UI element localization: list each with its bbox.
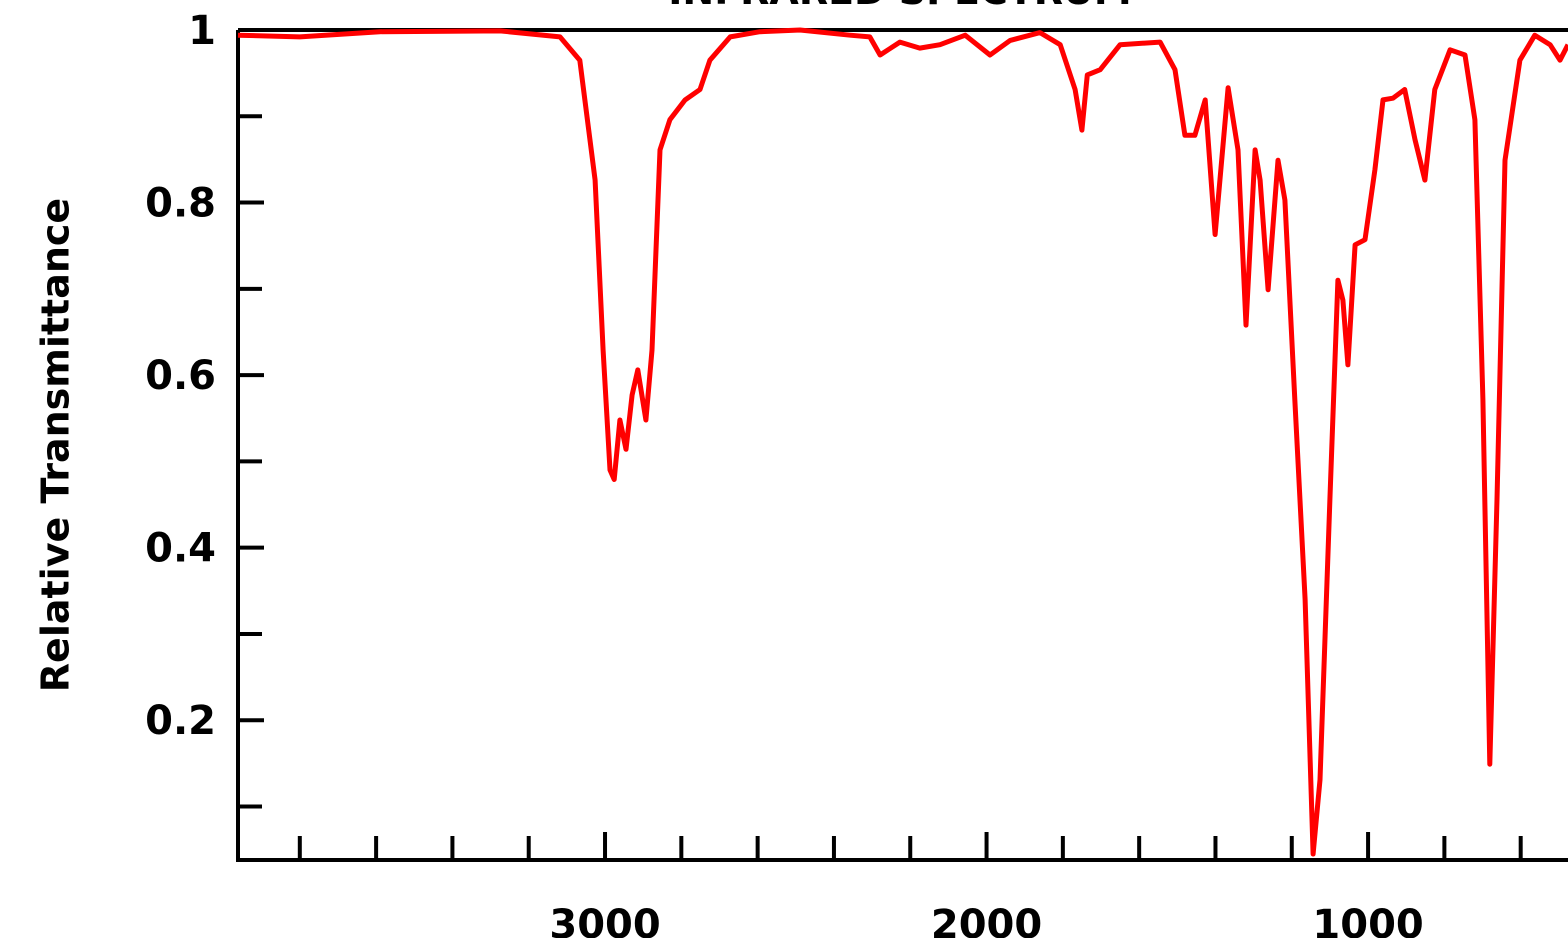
y-axis-label: Relative Transmittance (34, 198, 78, 692)
y-tick-label: 0.2 (145, 698, 216, 744)
x-tick-label: 3000 (549, 902, 660, 938)
y-tick-label: 0.6 (145, 353, 216, 399)
y-tick-label: 0.4 (145, 526, 216, 572)
x-tick-label: 2000 (931, 902, 1042, 938)
y-tick-label: 0.8 (145, 181, 216, 227)
spectrum-line (237, 27, 1568, 857)
chart-title: INFRARED SPECTRUM (668, 0, 1131, 13)
y-tick-label: 1 (188, 8, 216, 54)
x-tick-label: 1000 (1312, 902, 1423, 938)
